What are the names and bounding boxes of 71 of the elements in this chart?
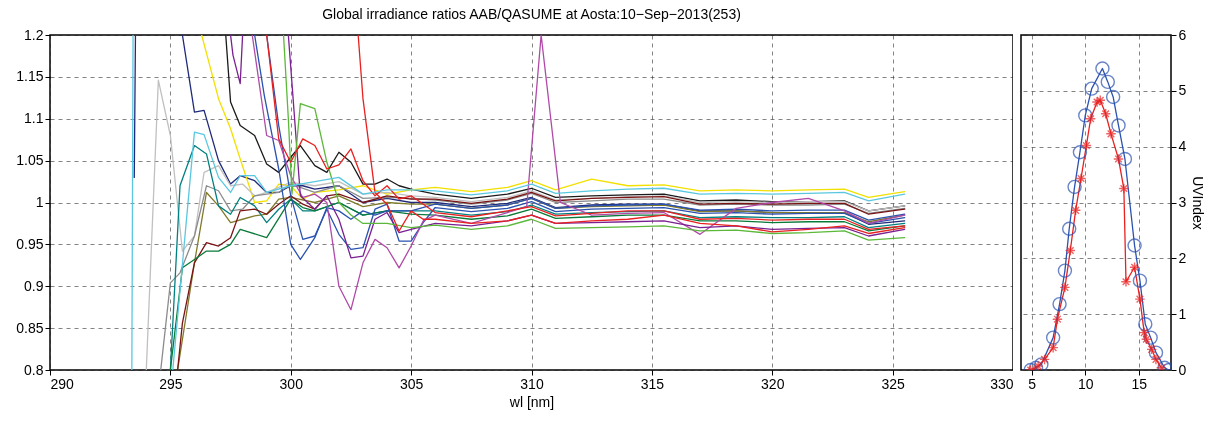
- point: [1057, 263, 1073, 278]
- point: [1070, 204, 1082, 216]
- point: [1051, 313, 1063, 325]
- x-axis-title: wl [nm]: [508, 393, 555, 410]
- x-tick-label: 5: [1028, 375, 1037, 392]
- point: [1100, 74, 1115, 90]
- point: [1148, 345, 1164, 360]
- y-tick-label: 1.15: [16, 68, 44, 85]
- chart-title: Global irradiance ratios AAB/QASUME at Aosta:10−Sep−2013(253): [322, 6, 741, 22]
- y-tick-label: 0.85: [16, 319, 44, 336]
- point: [1138, 327, 1150, 339]
- y-tick-label: 1.2: [24, 26, 44, 43]
- line-series: [251, 35, 906, 311]
- x-tick-label: 315: [640, 375, 665, 392]
- point: [1118, 183, 1130, 194]
- y2-tick-label: 4: [1178, 138, 1187, 155]
- point: [1062, 221, 1077, 236]
- y2-axis-title: UVIndex: [1190, 176, 1207, 230]
- point: [1047, 342, 1059, 354]
- point: [1105, 128, 1117, 140]
- point: [1072, 145, 1088, 160]
- x-tick-label: 330: [990, 375, 1014, 392]
- point: [1095, 61, 1110, 76]
- point: [1045, 330, 1061, 345]
- x-tick-label: 320: [761, 375, 785, 392]
- point: [1059, 281, 1071, 293]
- y2-tick-label: 5: [1178, 82, 1187, 99]
- x-tick-label: 15: [1131, 375, 1148, 392]
- point: [1132, 273, 1148, 288]
- point: [1140, 333, 1152, 345]
- point: [1111, 118, 1126, 133]
- point: [1039, 353, 1051, 365]
- x-tick-label: 10: [1078, 375, 1094, 392]
- x-tick-label: 300: [279, 375, 304, 392]
- x-tick-label: 290: [50, 375, 75, 392]
- point: [1078, 108, 1093, 123]
- x-tick-label: 295: [159, 375, 183, 392]
- x-tick-label: 310: [520, 375, 544, 392]
- y2-tick-label: 3: [1178, 194, 1187, 210]
- x-tick-label: 325: [881, 375, 906, 392]
- y-tick-label: 0.95: [16, 235, 44, 252]
- point: [1064, 245, 1076, 256]
- line-series: [145, 79, 906, 370]
- point: [1105, 89, 1121, 105]
- point: [1146, 343, 1158, 355]
- point: [1080, 140, 1092, 151]
- y-tick-label: 0.8: [24, 361, 44, 378]
- y-tick-label: 1.1: [24, 110, 44, 127]
- point: [1100, 108, 1112, 120]
- point: [1129, 261, 1141, 273]
- point: [1138, 317, 1153, 332]
- point: [1143, 330, 1158, 345]
- point: [1084, 81, 1099, 96]
- y2-tick-label: 1: [1178, 305, 1187, 322]
- point: [1075, 173, 1087, 184]
- y-tick-label: 1.05: [16, 152, 44, 169]
- y-tick-label: 1: [35, 194, 44, 210]
- y2-tick-label: 2: [1178, 249, 1187, 266]
- point: [1120, 276, 1132, 288]
- point: [1067, 179, 1082, 195]
- point: [1113, 153, 1124, 165]
- point: [1127, 238, 1142, 253]
- x-tick-label: 305: [399, 375, 424, 392]
- point: [1150, 353, 1162, 365]
- point: [1052, 296, 1067, 312]
- y2-tick-label: 6: [1178, 26, 1187, 43]
- y2-tick-label: 0: [1178, 361, 1187, 378]
- point: [1085, 113, 1097, 125]
- y-tick-label: 0.9: [24, 277, 44, 294]
- point: [1117, 151, 1133, 167]
- point: [1134, 293, 1146, 305]
